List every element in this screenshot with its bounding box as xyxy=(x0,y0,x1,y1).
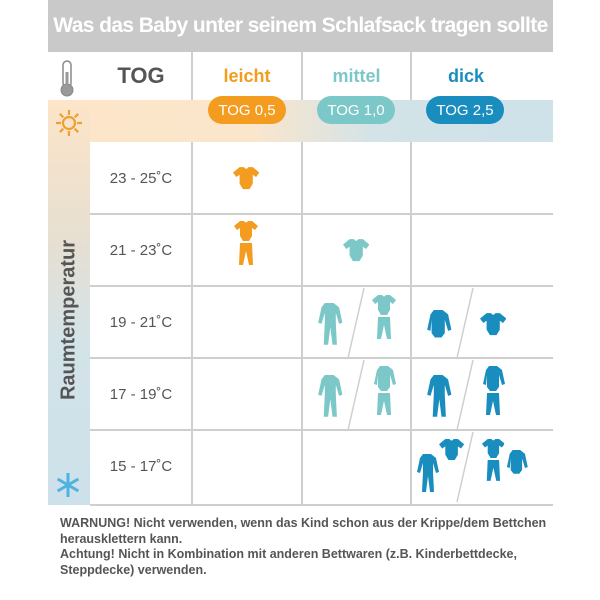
longsleeve-icon xyxy=(506,450,528,474)
clothing-cell xyxy=(192,286,301,358)
clothing-cell xyxy=(411,286,520,358)
warning-text: WARNUNG! Nicht verwenden, wenn das Kind … xyxy=(60,516,547,546)
clothing-cell xyxy=(192,142,301,214)
clothing-cell xyxy=(302,214,411,286)
clothing-cell xyxy=(411,214,520,286)
divider xyxy=(456,431,474,502)
clothing-cell xyxy=(411,358,520,430)
temperature-range: 23 - 25˚C xyxy=(109,169,173,187)
pants-icon xyxy=(486,459,500,481)
sleepsuit-icon xyxy=(317,375,343,417)
sleepsuit-icon xyxy=(317,303,343,345)
snowflake-icon xyxy=(55,472,81,503)
bodysuit-icon xyxy=(372,295,396,315)
warnings: WARNUNG! Nicht verwenden, wenn das Kind … xyxy=(60,516,560,578)
caution-text: Achtung! Nicht in Kombination mit andere… xyxy=(60,547,517,577)
bodysuit-icon xyxy=(234,221,258,241)
divider xyxy=(456,359,474,430)
sun-icon xyxy=(54,108,84,143)
bodysuit-icon xyxy=(342,239,370,262)
clothing-cell xyxy=(411,142,520,214)
clothing-cell xyxy=(192,430,301,505)
pants-icon xyxy=(239,243,253,265)
temperature-range: 15 - 17˚C xyxy=(109,457,173,475)
temperature-range: 21 - 23˚C xyxy=(109,241,173,259)
clothing-cell xyxy=(302,286,411,358)
divider xyxy=(456,287,474,358)
tog-badge-dick: TOG 2,5 xyxy=(426,96,504,124)
bodysuit-icon xyxy=(439,439,465,461)
longsleeve-icon xyxy=(426,310,452,338)
divider xyxy=(347,359,365,430)
clothing-cell xyxy=(411,430,528,505)
clothing-cell xyxy=(302,142,411,214)
clothing-cell xyxy=(302,430,411,505)
clothing-cell xyxy=(302,358,411,430)
temperature-range: 17 - 19˚C xyxy=(109,385,173,403)
column-header-dick: dick xyxy=(447,65,485,86)
bodysuit-icon xyxy=(232,167,260,190)
axis-label-room-temperature: Raumtemperatur xyxy=(57,239,80,401)
pants-icon xyxy=(377,317,391,339)
sleepsuit-icon xyxy=(417,454,439,492)
thermometer-icon xyxy=(58,60,76,103)
column-header-leicht: leicht xyxy=(223,65,271,86)
clothing-cell xyxy=(192,358,301,430)
sleepsuit-icon xyxy=(426,375,452,417)
temperature-strip xyxy=(48,100,90,505)
temperature-range: 19 - 21˚C xyxy=(109,313,173,331)
clothing-cell xyxy=(192,214,301,286)
divider xyxy=(347,287,365,358)
column-header-mittel: mittel xyxy=(332,65,381,86)
tog-badge-leicht: TOG 0,5 xyxy=(208,96,286,124)
bodysuit-icon xyxy=(479,313,507,336)
pants-icon xyxy=(486,393,500,415)
page-title: Was das Baby unter seinem Schlafsack tra… xyxy=(48,0,553,52)
longsleeve-icon xyxy=(374,366,396,391)
bodysuit-icon xyxy=(481,438,505,458)
pants-icon xyxy=(377,393,391,415)
tog-header: TOG xyxy=(117,63,165,88)
tog-badge-mittel: TOG 1,0 xyxy=(317,96,395,124)
longsleeve-icon xyxy=(483,366,505,391)
